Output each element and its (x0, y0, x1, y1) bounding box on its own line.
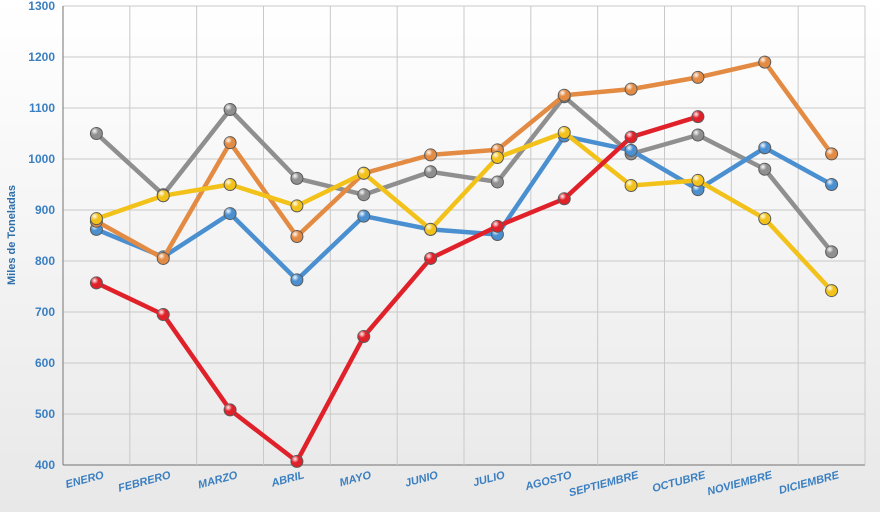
data-point-shine (424, 223, 437, 236)
data-point-shine (758, 212, 771, 225)
grid (62, 5, 866, 466)
y-tick-label: 1100 (29, 101, 55, 115)
data-point-shine (290, 273, 303, 286)
data-point-shine (491, 151, 504, 164)
data-point-shine (825, 147, 838, 160)
series-4 (89, 110, 705, 468)
y-tick-label: 1000 (28, 152, 55, 166)
data-point-shine (825, 245, 838, 258)
x-tick-label: JULIO (472, 469, 507, 489)
x-tick-label: NOVIEMBRE (706, 469, 774, 498)
x-tick-label: SEPTIEMBRE (568, 469, 641, 499)
y-tick-label: 800 (35, 254, 55, 268)
series-line (94, 59, 834, 261)
data-point-shine (625, 179, 638, 192)
data-point-shine (558, 126, 571, 139)
data-point-shine (758, 163, 771, 176)
series-1 (89, 129, 839, 287)
y-axis-title: Miles de Toneladas (6, 185, 18, 285)
y-tick-label: 500 (35, 407, 55, 421)
data-point-shine (424, 148, 437, 161)
data-point-shine (691, 71, 704, 84)
x-tick-label: DICIEMBRE (778, 469, 841, 497)
data-point-shine (157, 189, 170, 202)
data-point-shine (224, 207, 237, 220)
data-point-shine (224, 136, 237, 149)
series-line (94, 130, 834, 293)
data-point-shine (357, 167, 370, 180)
data-point-shine (90, 127, 103, 140)
x-tick-label: ABRIL (269, 469, 306, 490)
series-3 (89, 125, 839, 298)
data-point-shine (491, 175, 504, 188)
series-line (94, 114, 701, 464)
data-point-shine (90, 276, 103, 289)
x-tick-label: JUNIO (404, 469, 440, 489)
series (89, 55, 839, 468)
y-tick-label: 700 (35, 305, 55, 319)
y-axis-tick-labels: 400 500 600 700 800 900 1000 1100 1200 1300 (28, 0, 55, 472)
x-tick-label: AGOSTO (523, 469, 573, 493)
data-point-shine (424, 165, 437, 178)
data-point-shine (357, 210, 370, 223)
data-point-shine (825, 284, 838, 297)
y-tick-label: 400 (35, 458, 55, 472)
data-point-shine (290, 172, 303, 185)
x-axis-category-labels: ENERO FEBRERO MARZO ABRIL MAYO JUNIO JULIO AGOS… (64, 469, 841, 499)
data-point-shine (290, 199, 303, 212)
data-point-shine (357, 330, 370, 343)
data-point-shine (491, 220, 504, 233)
x-tick-label: FEBRERO (117, 469, 172, 495)
data-point-shine (691, 174, 704, 187)
data-point-shine (691, 110, 704, 123)
data-point-shine (758, 141, 771, 154)
data-point-shine (224, 178, 237, 191)
data-point-shine (625, 131, 638, 144)
data-point-shine (558, 192, 571, 205)
data-point-shine (157, 308, 170, 321)
x-tick-label: MAYO (338, 469, 373, 489)
y-tick-label: 1300 (28, 0, 55, 13)
data-point-shine (625, 144, 638, 157)
data-point-shine (290, 455, 303, 468)
y-tick-label: 900 (35, 203, 55, 217)
x-tick-label: MARZO (197, 469, 239, 491)
data-point-shine (290, 230, 303, 243)
data-point-shine (424, 252, 437, 265)
data-point-shine (224, 403, 237, 416)
series-line (94, 94, 834, 255)
data-point-shine (625, 83, 638, 96)
y-tick-label: 600 (35, 356, 55, 370)
data-point-shine (691, 183, 704, 196)
data-point-shine (825, 178, 838, 191)
data-point-shine (90, 212, 103, 225)
data-point-shine (224, 103, 237, 116)
data-point-shine (691, 129, 704, 142)
series-line (94, 133, 834, 283)
data-point-shine (558, 89, 571, 102)
x-tick-label: OCTUBRE (651, 469, 707, 495)
x-tick-label: ENERO (64, 469, 105, 491)
data-point-shine (157, 252, 170, 265)
y-tick-label: 1200 (28, 50, 55, 64)
data-point-shine (758, 56, 771, 69)
data-point-shine (357, 188, 370, 201)
